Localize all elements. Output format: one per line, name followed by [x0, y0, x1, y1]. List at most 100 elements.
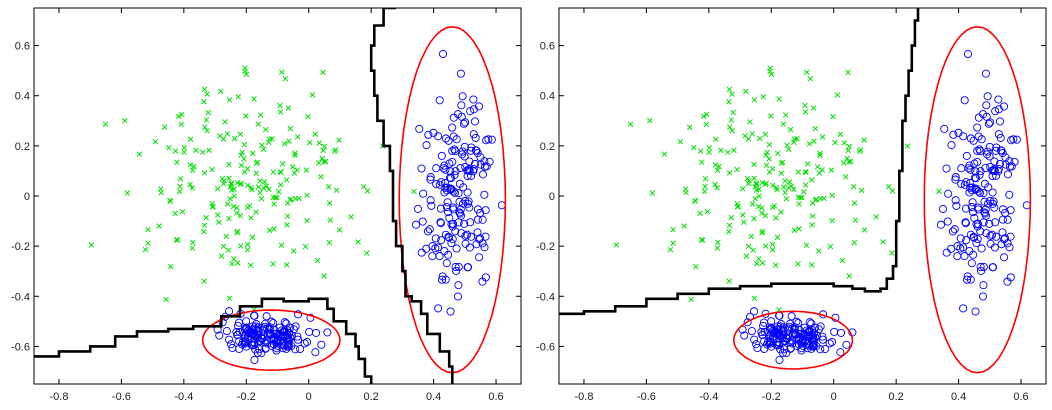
- data-point: [740, 212, 746, 218]
- data-point: [457, 112, 466, 121]
- data-point: [726, 228, 732, 235]
- data-point: [325, 183, 332, 190]
- data-point: [938, 204, 948, 213]
- data-point: [706, 149, 712, 156]
- data-point: [449, 113, 458, 122]
- data-point: [950, 225, 959, 234]
- data-point: [786, 179, 793, 185]
- data-point: [448, 123, 457, 132]
- data-point: [980, 179, 989, 188]
- data-point: [168, 263, 174, 270]
- data-point: [263, 183, 270, 189]
- data-point: [975, 145, 984, 154]
- y-tick-label: 0: [24, 191, 30, 203]
- data-point: [239, 149, 245, 156]
- data-point: [433, 243, 443, 252]
- data-point: [748, 233, 755, 240]
- data-point: [977, 266, 986, 275]
- data-point: [772, 262, 779, 269]
- data-point: [1012, 135, 1021, 144]
- data-point: [314, 257, 321, 264]
- data-point: [936, 188, 942, 195]
- data-point: [481, 273, 490, 282]
- data-point: [714, 185, 720, 191]
- data-point: [244, 247, 251, 253]
- data-point: [271, 226, 277, 232]
- data-point: [837, 131, 844, 137]
- x-tick-label: 0.2: [889, 391, 904, 403]
- data-point: [759, 179, 766, 186]
- x-tick-label: 0: [306, 391, 312, 403]
- data-point: [441, 165, 450, 174]
- data-point: [175, 113, 182, 120]
- data-point: [759, 210, 765, 216]
- data-point: [255, 121, 262, 127]
- data-point: [788, 183, 795, 189]
- data-point: [247, 262, 254, 269]
- data-point: [201, 99, 207, 105]
- data-point: [201, 86, 208, 93]
- x-tick-label: -0.8: [574, 391, 593, 403]
- data-point: [846, 143, 853, 150]
- data-point: [706, 144, 713, 151]
- data-point: [954, 128, 963, 137]
- data-point: [997, 240, 1006, 249]
- data-point: [444, 136, 453, 145]
- class-o-points: [213, 307, 332, 365]
- data-point: [306, 313, 315, 322]
- data-point: [817, 195, 824, 202]
- data-point: [237, 212, 244, 219]
- data-point: [957, 179, 966, 189]
- data-point: [796, 201, 802, 207]
- data-point: [978, 292, 988, 301]
- data-point: [745, 243, 752, 250]
- data-point: [861, 137, 867, 144]
- data-point: [998, 149, 1007, 158]
- data-point: [458, 199, 468, 208]
- data-point: [278, 242, 285, 249]
- x-tick-label: 0.4: [951, 391, 966, 403]
- data-point: [690, 144, 697, 151]
- data-point: [225, 335, 234, 344]
- data-point: [304, 192, 310, 199]
- data-point: [279, 161, 286, 167]
- data-point: [251, 96, 257, 102]
- data-point: [266, 186, 272, 193]
- data-point: [979, 262, 988, 272]
- data-point: [201, 222, 208, 229]
- data-point: [785, 146, 792, 153]
- data-point: [1006, 232, 1015, 241]
- data-point: [455, 208, 464, 217]
- data-point: [320, 69, 326, 76]
- data-point: [773, 341, 782, 350]
- data-point: [747, 327, 756, 336]
- data-point: [336, 137, 342, 144]
- data-point: [962, 236, 971, 245]
- data-point: [951, 196, 960, 205]
- data-point: [418, 217, 427, 226]
- data-point: [743, 88, 749, 95]
- data-point: [969, 250, 978, 259]
- data-point: [703, 121, 710, 128]
- data-point: [981, 69, 990, 78]
- data-point: [791, 139, 797, 146]
- data-point: [442, 186, 451, 195]
- data-point: [828, 167, 835, 173]
- data-point: [986, 231, 995, 240]
- data-point: [464, 197, 473, 206]
- data-point: [222, 327, 231, 336]
- data-point: [237, 243, 244, 249]
- data-point: [277, 169, 283, 175]
- data-point: [241, 156, 247, 162]
- data-point: [957, 164, 966, 173]
- data-point: [444, 208, 453, 217]
- data-point: [234, 210, 240, 216]
- data-point: [973, 123, 982, 132]
- data-point: [647, 117, 653, 124]
- data-point: [698, 159, 705, 165]
- data-point: [142, 246, 149, 253]
- data-point: [759, 321, 768, 330]
- data-point: [161, 124, 168, 131]
- data-point: [714, 245, 721, 251]
- data-point: [448, 157, 457, 167]
